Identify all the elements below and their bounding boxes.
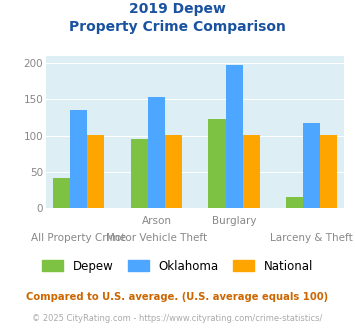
- Text: Property Crime Comparison: Property Crime Comparison: [69, 20, 286, 34]
- Text: Compared to U.S. average. (U.S. average equals 100): Compared to U.S. average. (U.S. average …: [26, 292, 329, 302]
- Bar: [148, 97, 165, 208]
- Bar: [303, 123, 320, 208]
- Bar: [87, 135, 104, 208]
- Bar: [225, 65, 242, 208]
- Bar: [320, 135, 337, 208]
- Bar: [53, 178, 70, 208]
- Bar: [242, 135, 260, 208]
- Text: All Property Crime: All Property Crime: [31, 233, 126, 243]
- Bar: [165, 135, 182, 208]
- Legend: Depew, Oklahoma, National: Depew, Oklahoma, National: [37, 255, 318, 278]
- Bar: [131, 139, 148, 208]
- Text: Motor Vehicle Theft: Motor Vehicle Theft: [106, 233, 207, 243]
- Text: Arson: Arson: [141, 216, 171, 226]
- Text: Burglary: Burglary: [212, 216, 256, 226]
- Bar: [70, 110, 87, 208]
- Text: Larceny & Theft: Larceny & Theft: [271, 233, 353, 243]
- Bar: [208, 119, 225, 208]
- Text: © 2025 CityRating.com - https://www.cityrating.com/crime-statistics/: © 2025 CityRating.com - https://www.city…: [32, 314, 323, 323]
- Bar: [286, 197, 303, 208]
- Text: 2019 Depew: 2019 Depew: [129, 2, 226, 16]
